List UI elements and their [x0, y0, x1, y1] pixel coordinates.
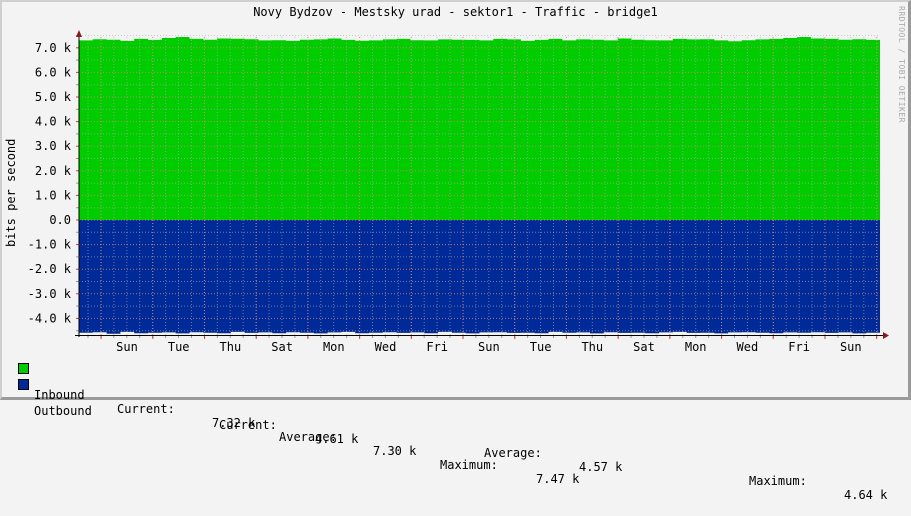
y-tick-label: -4.0 k: [28, 311, 72, 325]
y-tick-label: -3.0 k: [28, 287, 72, 301]
legend-row-outbound: Outbound Current: 4.61 k Average: 4.57 k…: [0, 376, 911, 502]
y-tick-label: 0.0: [49, 213, 71, 227]
area-outbound: [79, 220, 880, 334]
chart-axes: [75, 30, 889, 339]
x-tick-label: Sat: [271, 340, 293, 354]
inbound-current-label: Current:: [117, 402, 175, 416]
outbound-maximum-value: 4.64 k: [844, 488, 888, 502]
x-tick-label: Thu: [220, 340, 242, 354]
graph-title: Novy Bydzov - Mestsky urad - sektor1 - T…: [253, 5, 658, 19]
y-tick-label: -1.0 k: [28, 238, 72, 252]
legend-row-inbound: Inbound Current: 7.32 k Average: 7.30 k …: [0, 360, 911, 486]
y-tick-label: 6.0 k: [35, 65, 72, 79]
x-tick-label: Sun: [116, 340, 138, 354]
y-tick-label: 7.0 k: [35, 41, 72, 55]
inbound-average-value: 7.30 k: [373, 444, 417, 458]
area-inbound: [79, 37, 880, 220]
outbound-swatch: [18, 379, 29, 390]
y-tick-label: 1.0 k: [35, 188, 72, 202]
x-tick-label: Tue: [168, 340, 190, 354]
x-tick-label: Sun: [478, 340, 500, 354]
y-tick-label: 4.0 k: [35, 115, 72, 129]
x-tick-label: Thu: [581, 340, 603, 354]
x-tick-label: Sat: [633, 340, 655, 354]
y-tick-label: 2.0 k: [35, 164, 72, 178]
y-tick-label: 3.0 k: [35, 139, 72, 153]
x-tick-label: Tue: [530, 340, 552, 354]
traffic-chart: 7.0 k 6.0 k 5.0 k 4.0 k 3.0 k 2.0 k 1.0 k 0.0 -1…: [28, 30, 889, 354]
inbound-maximum-label: Maximum:: [440, 458, 498, 472]
x-tick-label: Sun: [840, 340, 862, 354]
y-axis-ticks: 7.0 k 6.0 k 5.0 k 4.0 k 3.0 k 2.0 k 1.0 k 0.0 -1…: [28, 41, 72, 326]
inbound-name: Inbound: [34, 388, 85, 402]
rrdtool-watermark: RRDTOOL / TOBI OETIKER: [897, 6, 906, 123]
inbound-maximum-value: 7.47 k: [536, 472, 580, 486]
outbound-maximum-label: Maximum:: [749, 474, 807, 488]
inbound-swatch: [18, 363, 29, 374]
x-tick-label: Fri: [426, 340, 448, 354]
x-tick-label: Mon: [685, 340, 707, 354]
y-tick-label: -2.0 k: [28, 262, 72, 276]
outbound-average-value: 4.57 k: [579, 460, 623, 474]
x-tick-label: Mon: [323, 340, 345, 354]
outbound-average-label: Average:: [484, 446, 542, 460]
x-tick-label: Wed: [737, 340, 759, 354]
chart-areas: [79, 37, 880, 334]
x-tick-label: Wed: [375, 340, 397, 354]
y-tick-label: 5.0 k: [35, 90, 72, 104]
x-axis-ticks: Sun Tue Thu Sat Mon Wed Fri Sun Tue Thu Sat Mon Wed F…: [116, 340, 861, 354]
x-tick-label: Fri: [788, 340, 810, 354]
outbound-current-label: Current:: [219, 418, 277, 432]
outbound-current-value: 4.61 k: [315, 432, 359, 446]
outbound-name: Outbound: [34, 404, 92, 418]
